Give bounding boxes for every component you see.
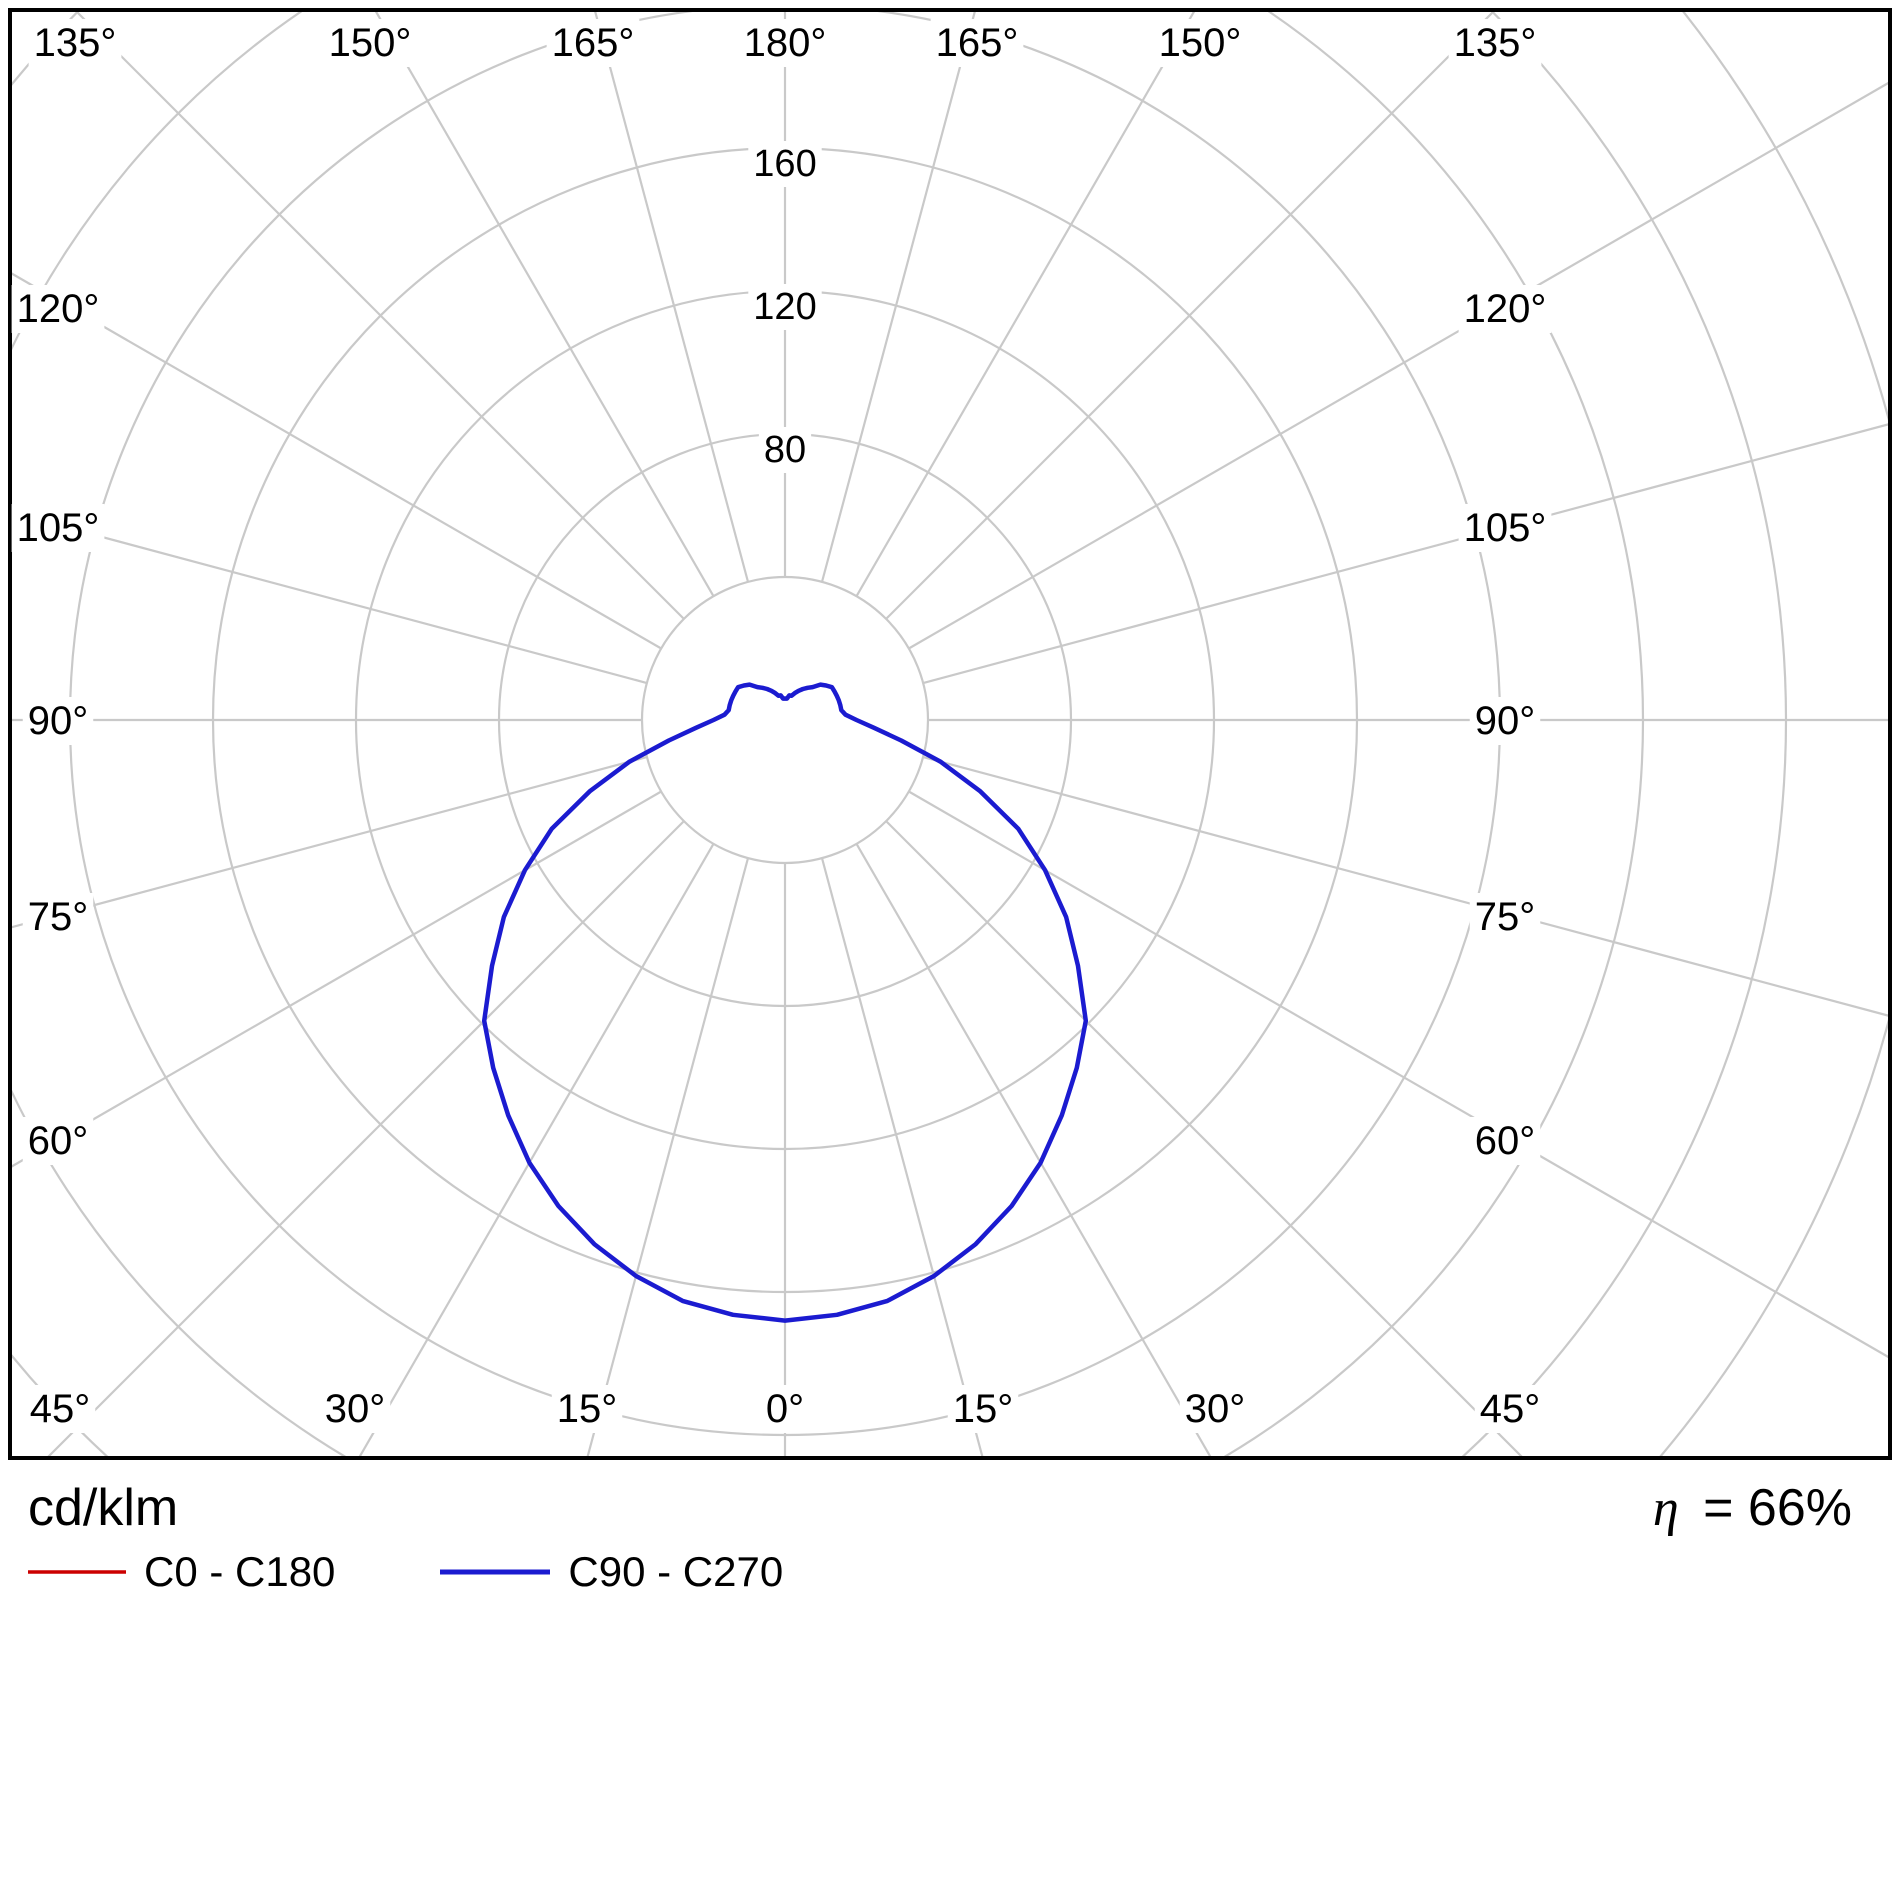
efficiency-value: = 66% <box>1703 1479 1852 1537</box>
angle-label-top: 150° <box>329 21 412 65</box>
angle-label-top: 135° <box>1454 21 1537 65</box>
chart-border <box>8 8 1892 1460</box>
angle-label-top: 135° <box>34 21 117 65</box>
angle-label-right: 60° <box>1475 1119 1536 1163</box>
angle-label-bottom: 45° <box>30 1387 91 1431</box>
legend: C0 - C180 C90 - C270 <box>28 1548 783 1596</box>
angle-label-top: 150° <box>1159 21 1242 65</box>
angle-label-bottom: 0° <box>766 1387 804 1431</box>
angle-label-bottom: 15° <box>557 1387 618 1431</box>
units-label: cd/klm <box>28 1479 179 1537</box>
angle-label-bottom: 45° <box>1480 1387 1541 1431</box>
ring-label: 80 <box>764 429 806 471</box>
angle-label-left: 90° <box>28 699 89 743</box>
angle-label-left: 120° <box>17 287 100 331</box>
angle-label-left: 60° <box>28 1119 89 1163</box>
angle-label-right: 75° <box>1475 895 1536 939</box>
axis-labels: 135° 150° 165° 180° 165° 150° 135° 45° 30° 15° 0° 1… <box>11 19 1552 1433</box>
angle-label-left: 75° <box>28 895 89 939</box>
angle-label-left: 105° <box>17 506 100 550</box>
ring-label: 160 <box>753 143 816 185</box>
curve-c90-c270 <box>481 682 1089 1323</box>
angle-label-top: 165° <box>936 21 1019 65</box>
angle-label-top: 180° <box>744 21 827 65</box>
legend-line-c90-c270 <box>440 1569 551 1575</box>
photometric-curves <box>481 682 1089 1323</box>
legend-label-c0-c180: C0 - C180 <box>144 1548 336 1595</box>
efficiency-label: η = 66% <box>1653 1478 1852 1538</box>
ring-label: 120 <box>753 286 816 328</box>
angle-label-right: 120° <box>1464 287 1547 331</box>
angle-label-bottom: 15° <box>953 1387 1014 1431</box>
angle-label-right: 90° <box>1475 699 1536 743</box>
legend-item-c0-c180: C0 - C180 <box>28 1548 335 1596</box>
legend-line-c0-c180 <box>28 1570 126 1574</box>
legend-item-c90-c270: C90 - C270 <box>440 1548 783 1596</box>
polar-diagram: 135° 150° 165° 180° 165° 150° 135° 45° 30° 15° 0° 1… <box>8 8 1892 1460</box>
angle-label-right: 105° <box>1464 506 1547 550</box>
eta-symbol: η <box>1652 1480 1679 1537</box>
angle-label-bottom: 30° <box>1185 1387 1246 1431</box>
legend-label-c90-c270: C90 - C270 <box>568 1548 784 1595</box>
angle-label-top: 165° <box>552 21 635 65</box>
angle-label-bottom: 30° <box>325 1387 386 1431</box>
